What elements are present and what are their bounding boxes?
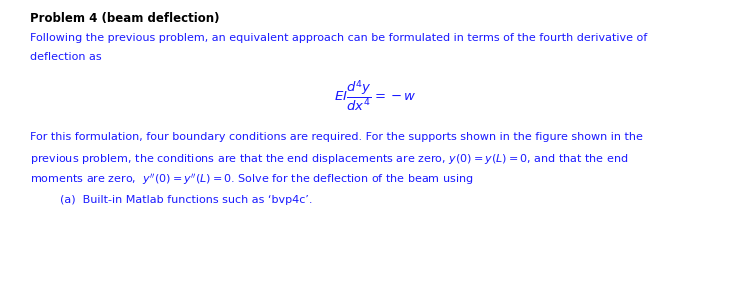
Text: deflection as: deflection as [30, 52, 101, 62]
Text: moments are zero,  $y''(0)=y''(L)=0$. Solve for the deflection of the beam using: moments are zero, $y''(0)=y''(L)=0$. Sol… [30, 172, 473, 187]
Text: For this formulation, four boundary conditions are required. For the supports sh: For this formulation, four boundary cond… [30, 132, 643, 142]
Text: Following the previous problem, an equivalent approach can be formulated in term: Following the previous problem, an equiv… [30, 33, 647, 43]
Text: Problem 4 (beam deflection): Problem 4 (beam deflection) [30, 12, 219, 25]
Text: $EI\dfrac{d^4y}{dx^4}=-w$: $EI\dfrac{d^4y}{dx^4}=-w$ [334, 78, 417, 113]
Text: (a)  Built-in Matlab functions such as ‘bvp4c’.: (a) Built-in Matlab functions such as ‘b… [60, 195, 312, 205]
Text: previous problem, the conditions are that the end displacements are zero, $y(0)=: previous problem, the conditions are tha… [30, 152, 629, 166]
